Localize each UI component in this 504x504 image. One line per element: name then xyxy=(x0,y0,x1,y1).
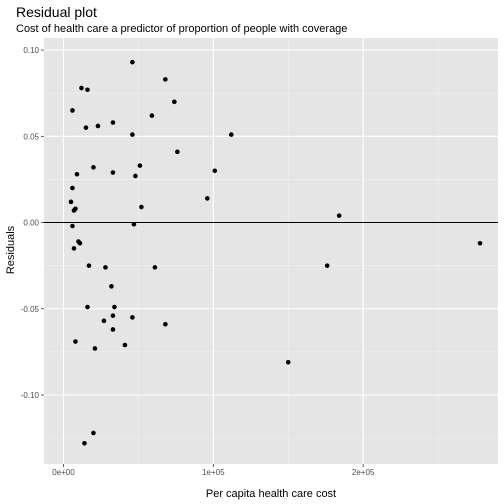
plot-panel xyxy=(44,38,498,464)
data-point xyxy=(72,246,77,251)
data-point xyxy=(138,163,143,168)
x-tick-label: 1e+05 xyxy=(202,468,225,477)
y-axis-title: Residuals xyxy=(5,225,17,274)
data-point xyxy=(130,315,135,320)
data-point xyxy=(325,263,330,268)
y-tick-label: -0.10 xyxy=(21,391,40,400)
data-point xyxy=(96,124,101,129)
data-point xyxy=(70,108,75,113)
data-point xyxy=(111,120,116,125)
data-point xyxy=(79,86,84,91)
data-point xyxy=(111,313,116,318)
data-point xyxy=(478,241,483,246)
data-point xyxy=(150,113,155,118)
data-point xyxy=(130,132,135,137)
data-point xyxy=(75,172,80,177)
data-point xyxy=(70,224,75,229)
data-point xyxy=(78,241,83,246)
data-point xyxy=(85,87,90,92)
data-point xyxy=(139,205,144,210)
data-point xyxy=(175,150,180,155)
y-tick-label: -0.05 xyxy=(21,305,40,314)
chart-title: Residual plot xyxy=(16,4,97,20)
data-point xyxy=(163,322,168,327)
y-tick-label: 0.05 xyxy=(23,132,39,141)
data-point xyxy=(205,196,210,201)
data-point xyxy=(153,265,158,270)
y-tick-label: 0.10 xyxy=(23,46,39,55)
data-point xyxy=(109,284,114,289)
data-point xyxy=(111,327,116,332)
data-point xyxy=(213,169,218,174)
data-point xyxy=(91,431,96,436)
x-axis-title: Per capita health care cost xyxy=(206,488,336,500)
data-point xyxy=(70,186,75,191)
data-point xyxy=(91,165,96,170)
data-point xyxy=(69,200,74,205)
chart-subtitle: Cost of health care a predictor of propo… xyxy=(16,23,347,35)
data-point xyxy=(133,174,138,179)
data-point xyxy=(87,263,92,268)
data-point xyxy=(85,305,90,310)
x-tick-label: 2e+05 xyxy=(352,468,375,477)
data-point xyxy=(163,77,168,82)
data-point xyxy=(123,343,128,348)
data-point xyxy=(102,319,107,324)
data-point xyxy=(112,305,117,310)
data-point xyxy=(132,222,137,227)
data-point xyxy=(72,208,77,213)
data-point xyxy=(103,265,108,270)
x-axis: 0e+00 1e+05 2e+05 xyxy=(52,464,375,477)
x-tick-label: 0e+00 xyxy=(52,468,75,477)
data-point xyxy=(172,100,177,105)
y-axis: -0.10 -0.05 0.00 0.05 0.10 xyxy=(21,46,44,400)
data-point xyxy=(93,346,98,351)
data-point xyxy=(130,60,135,65)
data-point xyxy=(111,170,116,175)
data-point xyxy=(229,132,234,137)
data-point xyxy=(73,339,78,344)
y-tick-label: 0.00 xyxy=(23,219,39,228)
data-point xyxy=(286,360,291,365)
data-point xyxy=(337,213,342,218)
data-point xyxy=(82,441,87,446)
data-point xyxy=(84,125,89,130)
